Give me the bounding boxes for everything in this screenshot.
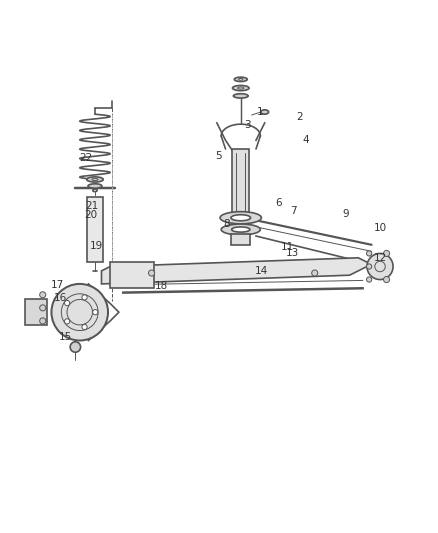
Ellipse shape [232,227,250,232]
Ellipse shape [93,189,97,192]
Circle shape [40,305,46,311]
Bar [233,149,249,223]
Ellipse shape [87,177,103,182]
Text: 19: 19 [90,240,103,251]
Circle shape [70,342,81,352]
Circle shape [64,319,70,324]
Circle shape [51,284,108,341]
Circle shape [64,301,70,305]
Text: 20: 20 [84,210,97,220]
Circle shape [40,318,46,324]
Ellipse shape [88,184,102,188]
Ellipse shape [233,85,249,91]
Bar [87,197,103,262]
Text: 3: 3 [244,120,251,130]
Text: 8: 8 [223,219,230,229]
Text: 14: 14 [255,266,268,276]
Ellipse shape [239,78,243,80]
Bar [231,234,251,245]
Text: 21: 21 [85,201,99,212]
Text: 1: 1 [257,107,264,117]
Circle shape [367,264,372,269]
Circle shape [384,251,390,256]
Circle shape [367,277,372,282]
Text: 9: 9 [342,209,349,219]
Text: 22: 22 [80,152,93,163]
Text: 11: 11 [281,242,294,252]
Bar [25,299,47,325]
Text: 13: 13 [286,248,299,259]
Text: 10: 10 [374,223,387,233]
Text: 12: 12 [374,253,387,263]
Circle shape [384,277,390,282]
Text: 17: 17 [50,280,64,290]
Circle shape [312,270,318,276]
Circle shape [367,251,372,256]
Ellipse shape [233,94,248,98]
Ellipse shape [221,224,260,235]
Text: 7: 7 [290,206,296,216]
Text: 6: 6 [276,198,283,208]
Ellipse shape [220,212,261,224]
Polygon shape [102,258,371,284]
Text: 16: 16 [53,293,67,303]
Text: 2: 2 [296,112,303,122]
Circle shape [82,295,87,300]
Circle shape [82,325,87,329]
Ellipse shape [231,215,251,221]
Circle shape [93,310,98,315]
Circle shape [148,270,155,276]
Ellipse shape [234,77,247,82]
Text: 4: 4 [303,135,309,146]
Ellipse shape [261,110,268,114]
Text: 18: 18 [155,281,168,291]
Text: 5: 5 [215,150,222,160]
Circle shape [40,292,46,298]
Bar [110,262,154,288]
Circle shape [367,254,393,279]
Text: 15: 15 [59,332,72,342]
